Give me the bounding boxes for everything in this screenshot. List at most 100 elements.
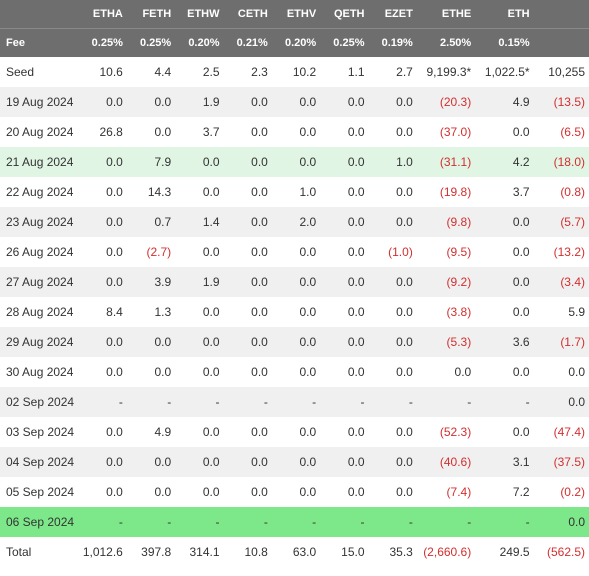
row-label: 02 Sep 2024 — [0, 387, 79, 417]
data-cell: - — [79, 507, 127, 537]
data-cell: 0.0 — [369, 267, 417, 297]
data-cell: (562.5) — [534, 537, 589, 567]
data-cell: (3.4) — [534, 267, 589, 297]
data-cell: 1.9 — [175, 267, 223, 297]
row-label: 22 Aug 2024 — [0, 177, 79, 207]
data-cell: 0.0 — [79, 357, 127, 387]
table-row: 27 Aug 20240.03.91.90.00.00.00.0(9.2)0.0… — [0, 267, 589, 297]
data-cell: 0.0 — [475, 297, 533, 327]
table-body: Seed10.64.42.52.310.21.12.79,199.3*1,022… — [0, 57, 589, 567]
data-cell: 0.0 — [127, 357, 175, 387]
data-cell: 0.0 — [272, 417, 320, 447]
table-row: 03 Sep 20240.04.90.00.00.00.00.0(52.3)0.… — [0, 417, 589, 447]
fee-header: 0.25% — [127, 29, 175, 58]
data-cell: 0.0 — [175, 147, 223, 177]
data-cell: - — [224, 387, 272, 417]
data-cell: (3.8) — [417, 297, 475, 327]
data-cell: 0.0 — [272, 237, 320, 267]
data-cell: (5.7) — [534, 207, 589, 237]
table-row: 29 Aug 20240.00.00.00.00.00.00.0(5.3)3.6… — [0, 327, 589, 357]
data-cell: 0.0 — [224, 447, 272, 477]
fee-label: Fee — [0, 29, 79, 58]
data-cell: 1.0 — [272, 177, 320, 207]
table-row: Total1,012.6397.8314.110.863.015.035.3(2… — [0, 537, 589, 567]
data-cell: (1.7) — [534, 327, 589, 357]
row-label: 06 Sep 2024 — [0, 507, 79, 537]
data-cell: 0.0 — [475, 417, 533, 447]
table-row: 21 Aug 20240.07.90.00.00.00.01.0(31.1)4.… — [0, 147, 589, 177]
data-cell: 0.0 — [272, 327, 320, 357]
data-cell: 0.0 — [369, 327, 417, 357]
data-cell: 3.7 — [475, 177, 533, 207]
fee-header: 0.21% — [224, 29, 272, 58]
data-cell: 0.0 — [320, 177, 368, 207]
data-cell: 0.0 — [175, 297, 223, 327]
data-cell: 0.0 — [272, 87, 320, 117]
data-cell: 0.0 — [417, 357, 475, 387]
data-cell: 0.0 — [320, 417, 368, 447]
table-row: 02 Sep 2024---------0.0 — [0, 387, 589, 417]
data-cell: - — [320, 387, 368, 417]
data-cell: (1.0) — [369, 237, 417, 267]
data-cell: - — [417, 387, 475, 417]
data-cell: 0.0 — [369, 417, 417, 447]
table-row: 20 Aug 202426.80.03.70.00.00.00.0(37.0)0… — [0, 117, 589, 147]
data-cell: 0.0 — [369, 477, 417, 507]
data-cell: - — [175, 387, 223, 417]
table-row: 28 Aug 20248.41.30.00.00.00.00.0(3.8)0.0… — [0, 297, 589, 327]
corner-cell — [0, 0, 79, 29]
data-cell: 9,199.3* — [417, 57, 475, 87]
fee-row: Fee0.25%0.25%0.20%0.21%0.20%0.25%0.19%2.… — [0, 29, 589, 58]
data-cell: - — [475, 387, 533, 417]
data-cell: 0.0 — [224, 237, 272, 267]
data-cell: (9.8) — [417, 207, 475, 237]
data-cell: 0.0 — [224, 147, 272, 177]
data-cell: 0.0 — [79, 417, 127, 447]
data-cell: 10.8 — [224, 537, 272, 567]
data-cell: 0.0 — [475, 237, 533, 267]
data-cell: 0.0 — [534, 507, 589, 537]
data-cell: 1.0 — [369, 147, 417, 177]
data-cell: (2.7) — [127, 237, 175, 267]
data-cell: (47.4) — [534, 417, 589, 447]
row-label: 28 Aug 2024 — [0, 297, 79, 327]
data-cell: 0.0 — [175, 447, 223, 477]
data-cell: (20.3) — [417, 87, 475, 117]
row-label: 23 Aug 2024 — [0, 207, 79, 237]
data-cell: 0.0 — [320, 447, 368, 477]
data-cell: - — [79, 387, 127, 417]
data-cell: (0.8) — [534, 177, 589, 207]
row-label: 26 Aug 2024 — [0, 237, 79, 267]
data-cell: (0.2) — [534, 477, 589, 507]
data-cell: 4.9 — [475, 87, 533, 117]
fee-header: 0.20% — [175, 29, 223, 58]
data-cell: 0.0 — [224, 207, 272, 237]
data-cell: 0.0 — [127, 87, 175, 117]
ticker-header: CETH — [224, 0, 272, 29]
data-cell: 0.0 — [127, 117, 175, 147]
data-cell: (7.4) — [417, 477, 475, 507]
data-cell: - — [127, 387, 175, 417]
ticker-header: ETHA — [79, 0, 127, 29]
data-cell: 0.0 — [175, 477, 223, 507]
data-cell: 0.0 — [224, 267, 272, 297]
data-cell: 0.0 — [320, 267, 368, 297]
ticker-header: ETH — [475, 0, 533, 29]
data-cell: 0.0 — [272, 447, 320, 477]
data-cell: 7.9 — [127, 147, 175, 177]
fee-header: 0.25% — [320, 29, 368, 58]
ticker-header: QETH — [320, 0, 368, 29]
data-cell: 0.0 — [224, 357, 272, 387]
data-cell: (37.0) — [417, 117, 475, 147]
data-cell: 0.0 — [127, 327, 175, 357]
row-label: 27 Aug 2024 — [0, 267, 79, 297]
table-row: 06 Sep 2024---------0.0 — [0, 507, 589, 537]
data-cell: (37.5) — [534, 447, 589, 477]
data-cell: 0.0 — [272, 147, 320, 177]
data-cell: 397.8 — [127, 537, 175, 567]
data-cell: 4.9 — [127, 417, 175, 447]
data-cell: 0.0 — [175, 417, 223, 447]
data-cell: 0.0 — [79, 267, 127, 297]
data-cell: 0.0 — [475, 117, 533, 147]
data-cell: 2.3 — [224, 57, 272, 87]
